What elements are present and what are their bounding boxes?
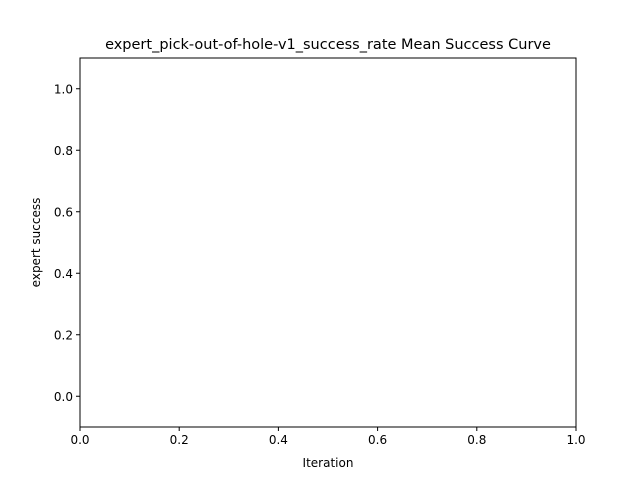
x-axis-ticks: 0.0 0.2 0.4 0.6 0.8 1.0 [70, 427, 586, 447]
y-tick-label: 0.0 [54, 390, 73, 404]
y-tick-label: 0.2 [54, 328, 73, 342]
plot-background [80, 58, 576, 427]
x-tick-label: 0.0 [70, 433, 89, 447]
y-tick-label: 1.0 [54, 82, 73, 96]
plot-frame [79, 57, 577, 428]
x-tick-label: 0.2 [170, 433, 189, 447]
y-tick-label: 0.6 [54, 205, 73, 219]
x-tick-label: 0.6 [368, 433, 387, 447]
y-tick-label: 0.4 [54, 267, 73, 281]
y-axis-ticks: 0.0 0.2 0.4 0.6 0.8 1.0 [54, 82, 80, 404]
x-tick-label: 1.0 [566, 433, 585, 447]
y-axis-label: expert success [29, 198, 43, 288]
x-tick-label: 0.8 [467, 433, 486, 447]
x-tick-label: 0.4 [269, 433, 288, 447]
chart-title: expert_pick-out-of-hole-v1_success_rate … [105, 37, 551, 53]
plot-area [80, 58, 576, 427]
y-tick-label: 0.8 [54, 144, 73, 158]
x-axis-label: Iteration [303, 456, 354, 470]
